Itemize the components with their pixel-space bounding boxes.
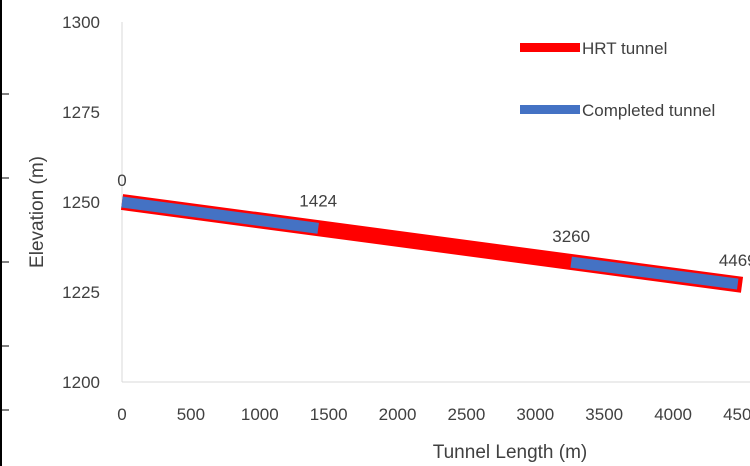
series-layer — [120, 194, 744, 293]
x-tick-label: 1000 — [241, 405, 279, 424]
legend-label-1: HRT tunnel — [582, 39, 667, 58]
legend-label-2: Completed tunnel — [582, 101, 715, 120]
data-label-4469: 4469 — [719, 251, 750, 270]
x-axis-title: Tunnel Length (m) — [433, 442, 588, 463]
data-label-1424: 1424 — [299, 191, 337, 210]
x-tick-label: 2000 — [379, 405, 417, 424]
y-axis-title: Elevation (m) — [27, 156, 48, 268]
x-tick-label: 4000 — [654, 405, 692, 424]
x-tick-label: 500 — [177, 405, 205, 424]
y-tick-label: 1275 — [62, 103, 100, 122]
data-label-3260: 3260 — [552, 227, 590, 246]
completed-tunnel-segment-2 — [570, 256, 739, 290]
completed-tunnel-segment-1 — [121, 196, 319, 234]
legend-swatch-2 — [520, 105, 580, 114]
axes: 1200 1225 1250 1275 1300 0 500 1000 1500 2000 2500… — [62, 13, 750, 424]
legend-swatch-1 — [520, 43, 580, 52]
data-label-0: 0 — [117, 171, 126, 190]
y-tick-label: 1250 — [62, 193, 100, 212]
y-tick-label: 1300 — [62, 13, 100, 32]
x-tick-label: 3000 — [516, 405, 554, 424]
x-tick-label: 0 — [117, 405, 126, 424]
y-tick-label: 1200 — [62, 373, 100, 392]
x-tick-label: 2500 — [448, 405, 486, 424]
x-tick-label: 1500 — [310, 405, 348, 424]
legend: HRT tunnel Completed tunnel — [520, 39, 715, 120]
data-labels: 0 1424 3260 4469 — [117, 171, 750, 270]
y-tick-label: 1225 — [62, 283, 100, 302]
x-tick-label: 3500 — [585, 405, 623, 424]
